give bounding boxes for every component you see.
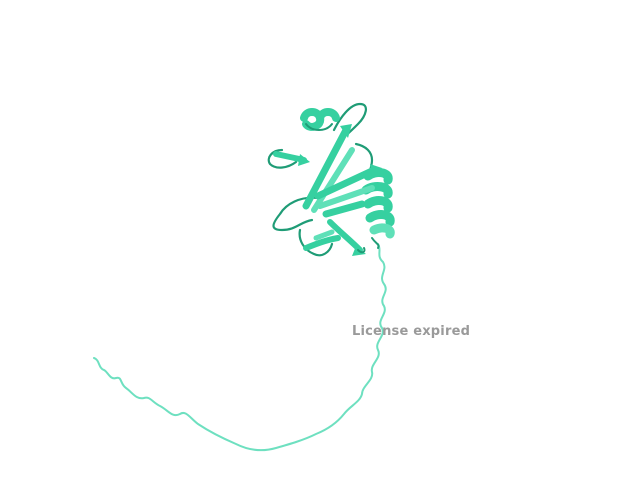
helix-top <box>300 108 340 131</box>
strand-arrowheads <box>298 124 382 256</box>
coil-tail <box>93 243 387 452</box>
coil-loop-bottom <box>298 228 334 257</box>
protein-cartoon-icon <box>93 102 395 452</box>
helix-right <box>361 168 395 249</box>
license-watermark: License expired <box>352 324 471 339</box>
coil-loop-left <box>272 196 320 232</box>
coil-loop-top <box>332 102 367 142</box>
residue-accent <box>357 247 366 254</box>
beta-sheet <box>273 126 378 253</box>
